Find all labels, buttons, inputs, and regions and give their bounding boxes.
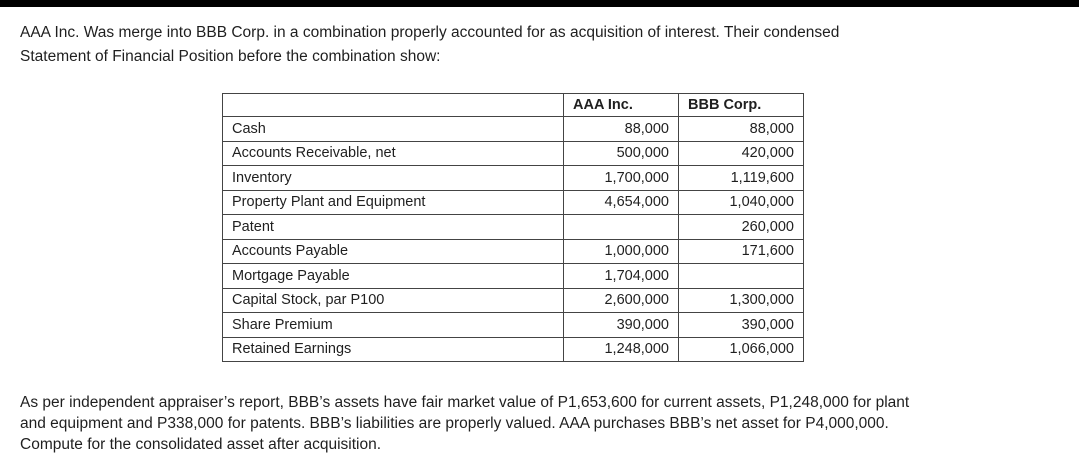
aaa-value: 500,000 — [563, 140, 679, 166]
row-label: Patent — [222, 214, 564, 240]
table-row: Capital Stock, par P100 2,600,000 1,300,… — [222, 287, 804, 313]
outro-line-1: As per independent appraiser’s report, B… — [20, 394, 910, 411]
aaa-value: 1,704,000 — [563, 263, 679, 289]
table-row: Accounts Receivable, net 500,000 420,000 — [222, 140, 804, 166]
bbb-value: 390,000 — [678, 312, 804, 338]
financial-position-table: AAA Inc. BBB Corp. Cash 88,000 88,000 Ac… — [222, 93, 804, 362]
aaa-value: 1,700,000 — [563, 165, 679, 191]
table-row: Accounts Payable 1,000,000 171,600 — [222, 238, 804, 264]
top-bar — [0, 0, 1079, 7]
aaa-value: 2,600,000 — [563, 287, 679, 313]
intro-paragraph: AAA Inc. Was merge into BBB Corp. in a c… — [20, 21, 1060, 69]
table-row: Mortgage Payable 1,704,000 — [222, 263, 804, 289]
row-label: Accounts Payable — [222, 238, 564, 264]
row-label: Capital Stock, par P100 — [222, 287, 564, 313]
row-label: Mortgage Payable — [222, 263, 564, 289]
bbb-value: 260,000 — [678, 214, 804, 240]
header-bbb: BBB Corp. — [678, 93, 804, 117]
intro-line-2: Statement of Financial Position before t… — [20, 48, 441, 65]
bbb-value: 1,066,000 — [678, 336, 804, 362]
aaa-value: 390,000 — [563, 312, 679, 338]
aaa-value: 88,000 — [563, 116, 679, 142]
outro-line-3: Compute for the consolidated asset after… — [20, 436, 382, 453]
header-aaa: AAA Inc. — [563, 93, 679, 117]
row-label: Cash — [222, 116, 564, 142]
row-label: Share Premium — [222, 312, 564, 338]
table-row: Patent 260,000 — [222, 214, 804, 240]
table-row: Retained Earnings 1,248,000 1,066,000 — [222, 336, 804, 362]
bbb-value: 88,000 — [678, 116, 804, 142]
aaa-value: 1,000,000 — [563, 238, 679, 264]
aaa-value: 4,654,000 — [563, 189, 679, 215]
bbb-value: 1,300,000 — [678, 287, 804, 313]
table-row: Share Premium 390,000 390,000 — [222, 312, 804, 338]
table-row: Inventory 1,700,000 1,119,600 — [222, 165, 804, 191]
table-header-row: AAA Inc. BBB Corp. — [222, 93, 804, 117]
bbb-value: 1,040,000 — [678, 189, 804, 215]
outro-paragraph: As per independent appraiser’s report, B… — [20, 392, 1060, 455]
row-label: Property Plant and Equipment — [222, 189, 564, 215]
table-row: Property Plant and Equipment 4,654,000 1… — [222, 189, 804, 215]
row-label: Retained Earnings — [222, 336, 564, 362]
aaa-value — [563, 214, 679, 240]
bbb-value: 420,000 — [678, 140, 804, 166]
outro-line-2: and equipment and P338,000 for patents. … — [20, 415, 889, 432]
row-label: Inventory — [222, 165, 564, 191]
table-row: Cash 88,000 88,000 — [222, 116, 804, 142]
bbb-value: 1,119,600 — [678, 165, 804, 191]
intro-line-1: AAA Inc. Was merge into BBB Corp. in a c… — [20, 24, 840, 41]
row-label: Accounts Receivable, net — [222, 140, 564, 166]
bbb-value — [678, 263, 804, 289]
header-blank — [222, 93, 564, 117]
aaa-value: 1,248,000 — [563, 336, 679, 362]
bbb-value: 171,600 — [678, 238, 804, 264]
